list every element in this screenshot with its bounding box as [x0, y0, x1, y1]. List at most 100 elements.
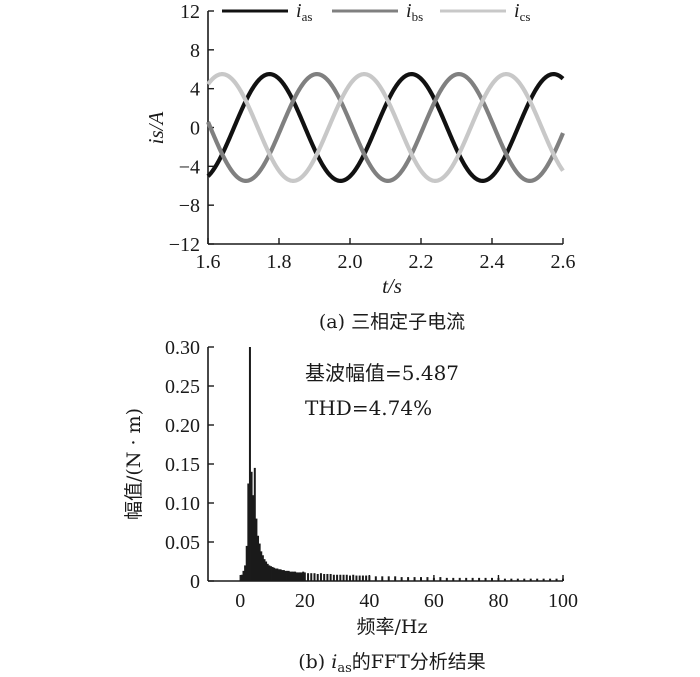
- fft-bar: [484, 577, 487, 581]
- fft-bar: [407, 577, 410, 581]
- fft-bar: [247, 483, 250, 581]
- panel-a-y-tick-label: −12: [169, 234, 200, 256]
- fft-bar: [400, 577, 403, 581]
- panel-a-y-tick-label: 12: [180, 1, 200, 23]
- fft-bar: [361, 575, 364, 581]
- legend-label-ias: ias: [296, 0, 312, 24]
- panel-a-y-tick-label: 8: [190, 40, 200, 62]
- panel-b-x-tick-label: 60: [424, 590, 444, 612]
- panel-b-y-tick-label: 0.30: [165, 337, 200, 359]
- panel-a-y-ticks: 12 8 4 0 −4 −8 −12: [169, 1, 214, 256]
- series-line-ias: [206, 72, 565, 183]
- fft-bar: [349, 575, 351, 581]
- fft-bar: [282, 570, 285, 581]
- fft-bar: [294, 571, 297, 581]
- panel-b-x-tick-label: 40: [359, 590, 379, 612]
- fft-bar: [452, 577, 455, 581]
- fft-bar: [261, 555, 264, 581]
- fft-bar: [313, 573, 316, 581]
- fft-bar: [555, 578, 558, 581]
- fft-bar: [252, 495, 255, 581]
- fft-bar: [339, 574, 342, 581]
- fft-bar: [265, 561, 268, 581]
- panel-b-bars: [240, 347, 564, 581]
- legend-label-ibs: ibs: [406, 0, 423, 24]
- panel-b-x-label: 频率/Hz: [357, 616, 428, 638]
- fft-bar: [316, 573, 319, 581]
- panel-a-y-tick-label: 4: [190, 79, 200, 101]
- panel-b-x-tick-label: 80: [488, 590, 508, 612]
- fft-bar: [465, 577, 468, 581]
- fft-bar: [257, 535, 260, 581]
- thd-annotation: THD=4.74%: [305, 396, 432, 420]
- panel-a-x-tick-label: 1.8: [267, 251, 292, 273]
- panel-a-x-label: t/s: [382, 274, 402, 298]
- panel-a-caption: (a) 三相定子电流: [319, 311, 465, 333]
- panel-b-x-tick-label: 20: [295, 590, 315, 612]
- fft-bar: [329, 573, 332, 581]
- fft-bar: [319, 573, 322, 581]
- fft-bar: [279, 569, 282, 581]
- panel-a-legend: ias ibs ics: [222, 0, 530, 24]
- fft-bar: [542, 578, 545, 581]
- fft-bar: [284, 570, 287, 581]
- panel-a-y-tick-label: −8: [179, 195, 200, 217]
- fft-bar: [365, 575, 368, 581]
- fft-bar: [268, 565, 271, 581]
- fft-bar: [302, 571, 305, 581]
- panel-b-y-tick-label: 0: [190, 571, 200, 593]
- fft-bar: [562, 578, 564, 581]
- fft-bar: [307, 573, 310, 581]
- fft-bar: [536, 578, 539, 581]
- fft-bar: [420, 577, 422, 581]
- fft-bar: [295, 572, 298, 581]
- panel-a-axes: [207, 11, 563, 245]
- fft-bar: [387, 576, 390, 581]
- fft-bar: [245, 545, 248, 581]
- panel-b-x-tick-label: 100: [548, 590, 578, 612]
- fft-bar: [276, 568, 279, 581]
- fft-bar: [445, 577, 448, 581]
- panel-b-x-ticks: 0 20 40 60 80 100: [235, 575, 578, 612]
- panel-b-y-tick-label: 0.20: [165, 415, 200, 437]
- fft-bar: [332, 574, 335, 581]
- fft-bar: [269, 566, 272, 581]
- fft-bar: [355, 575, 358, 581]
- fft-bar: [289, 571, 292, 581]
- fft-bar: [273, 567, 276, 581]
- fft-bar: [497, 577, 500, 581]
- panel-a-y-tick-label: −4: [179, 156, 200, 178]
- series-line-ibs: [206, 72, 565, 183]
- fft-bar: [242, 570, 245, 581]
- fft-bar: [352, 574, 355, 581]
- panel-b-y-label: 幅值/(N · m): [123, 408, 145, 520]
- fft-bar: [326, 573, 329, 581]
- fft-bar: [286, 570, 289, 581]
- fft-bar: [345, 574, 348, 581]
- panel-a-x-tick-label: 1.6: [196, 251, 221, 273]
- fft-bar: [381, 576, 384, 581]
- fft-bar: [516, 578, 519, 581]
- fft-bar: [358, 575, 361, 581]
- panel-a-x-ticks: 1.6 1.8 2.0 2.2 2.4 2.6: [196, 238, 576, 273]
- fft-bar: [432, 577, 435, 581]
- fft-bar: [240, 574, 243, 581]
- fft-bar: [244, 565, 247, 581]
- fft-bar: [471, 577, 474, 581]
- panel-b-y-tick-label: 0.10: [165, 493, 200, 515]
- fft-bar: [263, 559, 266, 581]
- fft-bar: [478, 577, 481, 581]
- panel-b-y-tick-label: 0.05: [165, 532, 200, 554]
- series-line-ics: [206, 72, 565, 183]
- panel-a-series-lines: [206, 72, 565, 183]
- fft-bar: [290, 571, 293, 581]
- fft-bar: [274, 568, 277, 581]
- panel-b-y-tick-label: 0.15: [165, 454, 200, 476]
- panel-b-x-tick-label: 0: [235, 590, 245, 612]
- panel-a-x-tick-label: 2.0: [338, 251, 363, 273]
- fft-bar: [297, 572, 300, 581]
- fft-bar: [529, 578, 532, 581]
- panel-b-y-ticks: 0.30 0.25 0.20 0.15 0.10 0.05 0: [165, 337, 214, 593]
- fft-bar: [323, 573, 326, 581]
